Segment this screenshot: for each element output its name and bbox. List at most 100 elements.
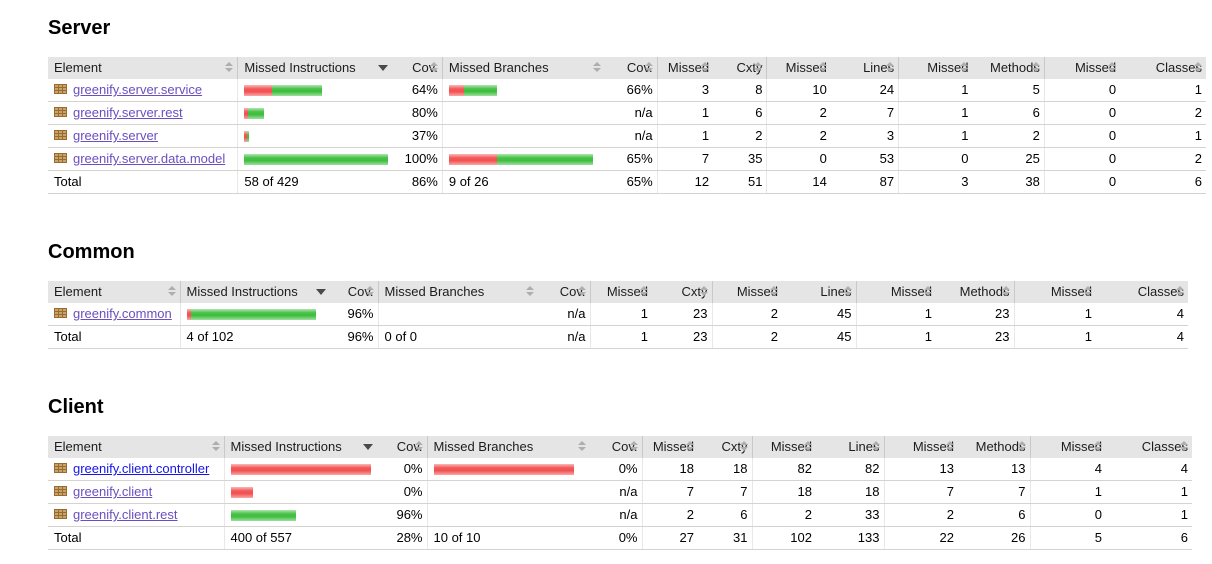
missed-methods-cell: 1 <box>898 79 973 102</box>
package-link[interactable]: greenify.common <box>73 306 172 321</box>
col-header-element[interactable]: Element <box>48 436 224 458</box>
missed-cxty-cell: 3 <box>656 79 714 102</box>
instructions-coverage-bar <box>244 85 323 97</box>
package-icon <box>54 508 68 520</box>
col-header-missed-lines[interactable]: Missed <box>751 436 816 458</box>
element-cell: greenify.client.controller <box>48 458 224 481</box>
col-header-classes[interactable]: Classes <box>1106 436 1192 458</box>
instructions-coverage-bar <box>244 154 389 166</box>
col-header-methods[interactable]: Methods <box>958 436 1030 458</box>
methods-cell: 13 <box>958 458 1030 481</box>
col-header-missed-instructions[interactable]: Missed Instructions <box>223 436 377 458</box>
col-header-instructions-cov[interactable]: Cov. <box>377 436 427 458</box>
missed-classes-cell: 1 <box>1013 303 1096 326</box>
col-header-cxty[interactable]: Cxty <box>698 436 752 458</box>
col-header-missed-instructions[interactable]: Missed Instructions <box>237 57 393 79</box>
package-link[interactable]: greenify.server.rest <box>73 105 183 120</box>
package-icon <box>54 307 68 319</box>
col-header-lines[interactable]: Lines <box>782 281 856 303</box>
col-header-missed-branches[interactable]: Missed Branches <box>441 57 606 79</box>
total-instructions-cell: 58 of 429 <box>237 170 393 194</box>
col-header-missed-branches[interactable]: Missed Branches <box>377 281 538 303</box>
element-cell: greenify.server <box>48 124 238 148</box>
total-branches-cell: 10 of 10 <box>426 526 590 550</box>
col-header-missed-cxty[interactable]: Missed <box>656 57 714 79</box>
total-cxty-cell: 23 <box>652 325 712 349</box>
col-header-missed-lines[interactable]: Missed <box>766 57 831 79</box>
branches-cov-cell: n/a <box>605 124 658 148</box>
package-link[interactable]: greenify.server.service <box>73 82 203 97</box>
cxty-cell: 35 <box>713 147 767 171</box>
package-link[interactable]: greenify.client.rest <box>73 507 178 522</box>
col-header-classes[interactable]: Classes <box>1120 57 1206 79</box>
sort-icon <box>686 441 694 451</box>
classes-cell: 4 <box>1106 458 1192 481</box>
total-missed-lines-cell: 2 <box>711 325 782 349</box>
sort-icon <box>699 286 708 296</box>
missed-methods-cell: 1 <box>898 101 973 125</box>
element-cell: greenify.server.rest <box>48 101 238 125</box>
col-header-branches-cov[interactable]: Cov. <box>605 57 658 79</box>
col-header-branches-cov[interactable]: Cov. <box>590 436 642 458</box>
branches-bar-cell <box>426 458 590 481</box>
missed-methods-cell: 7 <box>883 480 958 504</box>
col-header-missed-classes[interactable]: Missed <box>1029 436 1106 458</box>
col-header-missed-methods[interactable]: Missed <box>883 436 958 458</box>
branches-bar-cell <box>441 79 606 102</box>
cxty-cell: 6 <box>713 101 767 125</box>
missed-cxty-cell: 1 <box>656 124 714 148</box>
col-header-element[interactable]: Element <box>48 57 238 79</box>
col-header-missed-methods[interactable]: Missed <box>898 57 973 79</box>
col-header-methods[interactable]: Methods <box>972 57 1045 79</box>
col-header-cxty[interactable]: Cxty <box>652 281 712 303</box>
col-header-missed-lines[interactable]: Missed <box>711 281 782 303</box>
instructions-cov-cell: 100% <box>392 147 443 171</box>
sort-icon <box>818 62 827 72</box>
branches-bar-cell <box>441 147 606 171</box>
table-row: greenify.server.data.model 100% 65% 7 35… <box>48 147 1206 171</box>
col-header-missed-branches[interactable]: Missed Branches <box>426 436 590 458</box>
package-icon <box>54 462 68 474</box>
col-header-missed-cxty[interactable]: Missed <box>589 281 652 303</box>
col-header-classes[interactable]: Classes <box>1096 281 1188 303</box>
coverage-table-common: Element Missed Instructions Cov. Missed … <box>48 281 1188 349</box>
total-row: Total 58 of 429 86% 9 of 26 65% 12 51 14… <box>48 170 1206 194</box>
package-link[interactable]: greenify.client.controller <box>73 461 210 476</box>
col-header-missed-classes[interactable]: Missed <box>1013 281 1096 303</box>
instructions-coverage-bar <box>230 464 371 476</box>
sort-icon <box>1094 441 1102 451</box>
col-header-cxty[interactable]: Cxty <box>713 57 767 79</box>
branches-cov-cell: n/a <box>605 101 658 125</box>
total-missed-lines-cell: 14 <box>766 170 831 194</box>
col-header-missed-instructions[interactable]: Missed Instructions <box>179 281 330 303</box>
total-instructions-cov-cell: 96% <box>330 325 378 349</box>
table-row: greenify.common 96% n/a 1 23 2 45 1 23 1… <box>48 303 1188 326</box>
col-header-missed-classes[interactable]: Missed <box>1043 57 1121 79</box>
total-lines-cell: 45 <box>782 325 856 349</box>
sort-icon <box>429 62 438 72</box>
total-missed-methods-cell: 3 <box>898 170 973 194</box>
package-link[interactable]: greenify.server <box>73 128 159 143</box>
section-title: Client <box>48 396 104 418</box>
col-header-instructions-cov[interactable]: Cov. <box>392 57 443 79</box>
branches-coverage-bar <box>433 464 574 476</box>
total-missed-classes-cell: 1 <box>1013 325 1096 349</box>
element-cell: greenify.server.data.model <box>48 147 238 171</box>
element-cell: greenify.server.service <box>48 79 238 102</box>
col-header-branches-cov[interactable]: Cov. <box>538 281 590 303</box>
package-link[interactable]: greenify.client <box>73 484 153 499</box>
package-link[interactable]: greenify.server.data.model <box>73 151 226 166</box>
cxty-cell: 8 <box>713 79 767 102</box>
col-header-methods[interactable]: Methods <box>936 281 1014 303</box>
col-header-instructions-cov[interactable]: Cov. <box>330 281 378 303</box>
col-header-lines[interactable]: Lines <box>816 436 884 458</box>
cxty-cell: 6 <box>698 503 752 527</box>
col-header-missed-methods[interactable]: Missed <box>855 281 936 303</box>
col-header-element[interactable]: Element <box>48 281 180 303</box>
col-header-missed-cxty[interactable]: Missed <box>641 436 698 458</box>
col-header-lines[interactable]: Lines <box>830 57 899 79</box>
total-classes-cell: 6 <box>1106 526 1192 550</box>
table-row: greenify.client.controller 0% 0% 18 18 8… <box>48 458 1192 481</box>
section-common: Common Element Missed Instructions Cov. … <box>48 240 1206 349</box>
sort-desc-icon <box>378 65 389 71</box>
